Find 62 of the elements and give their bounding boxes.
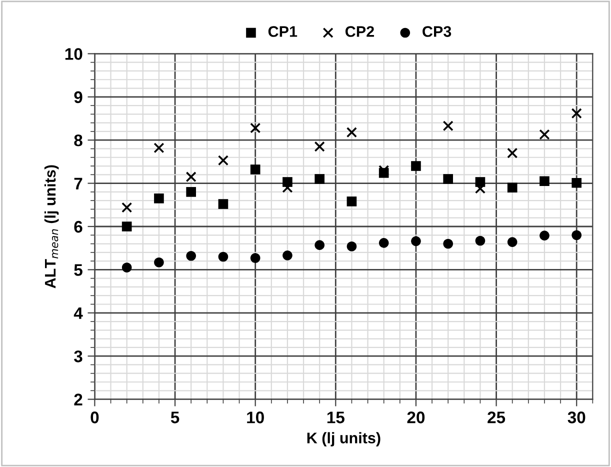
point <box>186 250 196 261</box>
y-tick-label: 5 <box>74 264 82 276</box>
y-tick-label: 8 <box>74 134 82 146</box>
legend-label: CP2 <box>345 26 374 37</box>
point <box>507 237 518 247</box>
point <box>540 230 550 240</box>
point <box>346 196 357 206</box>
point <box>122 262 132 272</box>
point <box>154 257 164 268</box>
point <box>378 165 390 176</box>
y-tick-label: 2 <box>74 394 82 406</box>
point <box>540 176 550 186</box>
point <box>154 194 164 204</box>
point <box>507 182 518 193</box>
point <box>122 202 132 213</box>
point <box>346 127 358 138</box>
y-tick-label: 10 <box>65 48 82 60</box>
point <box>218 199 228 209</box>
point <box>314 174 325 184</box>
point <box>282 182 293 193</box>
point <box>250 164 260 174</box>
point <box>314 240 325 250</box>
point <box>314 141 325 152</box>
point <box>250 122 261 134</box>
point <box>186 172 196 182</box>
x-tick-label: 25 <box>488 412 506 424</box>
x-tick-label: 5 <box>170 412 180 424</box>
y-tick-label: 6 <box>74 220 82 233</box>
legend-label: CP3 <box>422 26 452 37</box>
legend-label: CP1 <box>268 26 298 37</box>
y-axis-title: ALT$_{mean}$ (lj units) <box>44 165 59 288</box>
point <box>443 174 454 184</box>
point <box>122 222 132 232</box>
point <box>539 129 550 140</box>
point <box>571 108 582 119</box>
point <box>475 236 486 246</box>
x-axis-title: K (lj units) <box>307 432 380 446</box>
point <box>411 161 421 171</box>
point <box>572 230 582 240</box>
y-tick-label: 3 <box>74 350 82 362</box>
point <box>154 142 164 154</box>
x-tick-label: 30 <box>568 412 586 424</box>
point <box>282 250 292 260</box>
point <box>218 155 229 166</box>
point <box>443 238 454 249</box>
point <box>250 253 260 263</box>
point <box>186 187 196 197</box>
point <box>378 238 389 248</box>
y-tick-label: 4 <box>74 307 83 319</box>
point <box>346 241 357 252</box>
point <box>411 236 421 246</box>
y-tick-label: 9 <box>74 91 82 104</box>
point <box>218 252 228 262</box>
point <box>572 178 582 188</box>
point <box>507 148 518 158</box>
y-tick-label: 7 <box>74 178 82 190</box>
x-tick-label: 10 <box>247 412 264 424</box>
x-tick-label: 15 <box>327 412 344 424</box>
x-tick-label: 0 <box>90 412 99 424</box>
point <box>474 183 486 194</box>
point <box>442 120 454 132</box>
x-tick-label: 20 <box>407 412 425 424</box>
